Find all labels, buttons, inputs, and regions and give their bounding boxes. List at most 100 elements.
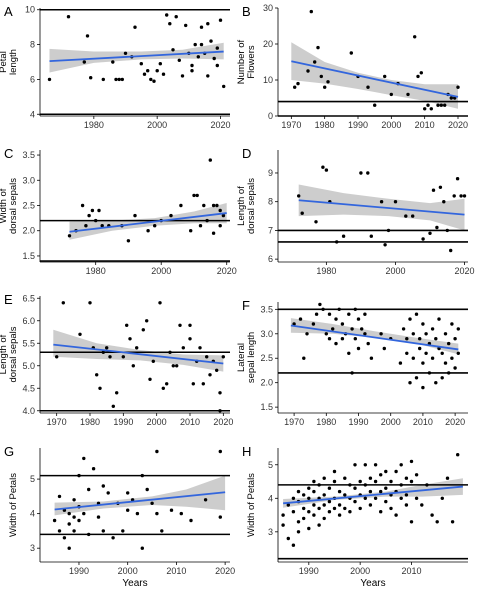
panel-d-point-23 <box>442 200 446 204</box>
panel-f-point-35 <box>398 361 403 365</box>
panel-a-y-axis-label: Petal <box>0 51 9 73</box>
panel-h-point-17 <box>307 510 311 514</box>
panel-f-point-28 <box>363 332 367 336</box>
panel-d-y-tick-label: 7 <box>268 225 273 235</box>
panel-h-point-63 <box>379 489 383 494</box>
panel-h-point-86 <box>425 483 429 487</box>
panel-a-point-14 <box>139 62 143 66</box>
panel-a-label: A <box>4 4 13 19</box>
panel-h-point-83 <box>414 473 419 477</box>
panel-f-point-30 <box>366 341 370 346</box>
panel-d-trend-line <box>298 199 465 216</box>
panel-h-point-61 <box>373 496 378 500</box>
panel-b-point-24 <box>436 103 440 107</box>
panel-f-point-7 <box>318 302 322 307</box>
panel-h-point-26 <box>317 523 321 527</box>
panel-a-point-2 <box>66 15 71 19</box>
panel-c-y-axis-label: Width of <box>0 188 9 223</box>
panel-f-point-5 <box>311 322 316 326</box>
panel-h-point-85 <box>420 503 424 507</box>
panel-d-point-24 <box>445 228 449 233</box>
panel-a-point-16 <box>146 69 150 73</box>
panel-a-point-15 <box>142 72 147 76</box>
panel-d-point-8 <box>341 234 346 238</box>
panel-f-label: F <box>242 298 250 313</box>
panel-e-y-tick-label: 5.0 <box>22 361 35 371</box>
panel-f-point-2 <box>298 317 303 321</box>
panel-e-point-31 <box>188 337 192 341</box>
panel-b-x-tick-label: 1990 <box>348 120 368 130</box>
panel-e-point-32 <box>191 382 195 386</box>
panel-e-y-axis-label: dorsal sepals <box>8 326 19 382</box>
panel-h-point-74 <box>399 483 403 487</box>
panel-f-point-57 <box>434 381 438 385</box>
panel-h-point-44 <box>348 483 352 487</box>
panel-h-point-58 <box>368 503 373 507</box>
panel-f-point-41 <box>411 332 415 336</box>
panel-g-y-tick-label: 5 <box>30 474 35 484</box>
panel-f-point-47 <box>421 322 425 326</box>
panel-h-point-30 <box>322 516 326 521</box>
panel-b-y-tick-label: 0 <box>268 111 273 121</box>
panel-d: D 1980 2000 2020 6 7 8 9 Length of dorsal sepals <box>236 146 475 276</box>
panel-a-trend-line <box>49 50 224 63</box>
panel-g-point-43 <box>218 449 222 454</box>
panel-g-point-8 <box>67 546 71 550</box>
panel-e-point-19 <box>145 319 149 323</box>
panel-f-point-66 <box>450 322 454 326</box>
panel-h-x-axis-label: Years <box>360 578 385 589</box>
panel-g-x-tick-label: 2020 <box>215 566 235 576</box>
panel-h: H 1990 2000 2010 3 4 5 Width of Petals Years <box>242 444 468 589</box>
panel-d-point-26 <box>452 194 456 198</box>
panel-a-point-11 <box>123 51 128 55</box>
panel-g-point-3 <box>57 529 62 533</box>
panel-h-point-32 <box>327 499 332 504</box>
panel-f-point-50 <box>424 332 428 336</box>
panel-c-point-30 <box>218 224 222 228</box>
panel-b-point-14 <box>383 74 387 79</box>
panel-h-point-92 <box>456 453 460 457</box>
panel-h-point-35 <box>332 479 337 484</box>
panel-d-point-19 <box>428 231 432 235</box>
panel-h-point-16 <box>307 496 311 500</box>
panel-g-point-44 <box>218 515 222 519</box>
panel-e-point-15 <box>128 337 132 341</box>
panel-b-point-7 <box>319 74 323 79</box>
panel-d-point-12 <box>379 200 384 204</box>
panel-e-point-18 <box>141 328 145 332</box>
panel-e-point-21 <box>151 359 155 363</box>
panel-c-point-24 <box>205 218 209 223</box>
panel-g-point-7 <box>67 522 71 526</box>
panel-h-point-80 <box>409 479 414 484</box>
panel-d-point-14 <box>386 228 391 233</box>
panel-h-point-1 <box>281 513 285 517</box>
panel-g-x-tick-label: 2000 <box>118 566 138 576</box>
panel-g-point-42 <box>203 498 208 502</box>
panel-f-trend-line <box>290 324 459 351</box>
panel-a-point-35 <box>206 22 210 26</box>
panel-f-point-3 <box>302 356 306 360</box>
panel-h-point-82 <box>409 520 414 524</box>
panel-h-point-38 <box>337 489 342 494</box>
panel-f-point-43 <box>414 312 419 316</box>
panel-g-point-32 <box>140 473 144 478</box>
panel-h-point-47 <box>353 463 357 467</box>
panel-f-point-31 <box>369 356 374 360</box>
panel-b-point-21 <box>423 107 427 111</box>
panel-e-x-tick-label: 1970 <box>47 417 67 427</box>
panel-g-trend-line <box>54 491 226 511</box>
panel-h-point-33 <box>327 510 332 514</box>
panel-a-point-21 <box>161 72 166 76</box>
panel-e-point-2 <box>61 301 65 305</box>
panel-g-point-25 <box>111 536 115 540</box>
panel-d-point-21 <box>435 225 439 230</box>
panel-g-y-tick-label: 3 <box>30 543 35 553</box>
panel-f-point-46 <box>418 346 422 351</box>
panel-a-x-tick-label: 1980 <box>84 120 104 130</box>
panel-e-point-42 <box>221 355 225 359</box>
panel-d-point-15 <box>393 200 398 204</box>
panel-h-y-tick-label: 3 <box>268 527 273 537</box>
panel-h-point-34 <box>332 469 337 474</box>
panel-c-point-17 <box>169 213 173 218</box>
